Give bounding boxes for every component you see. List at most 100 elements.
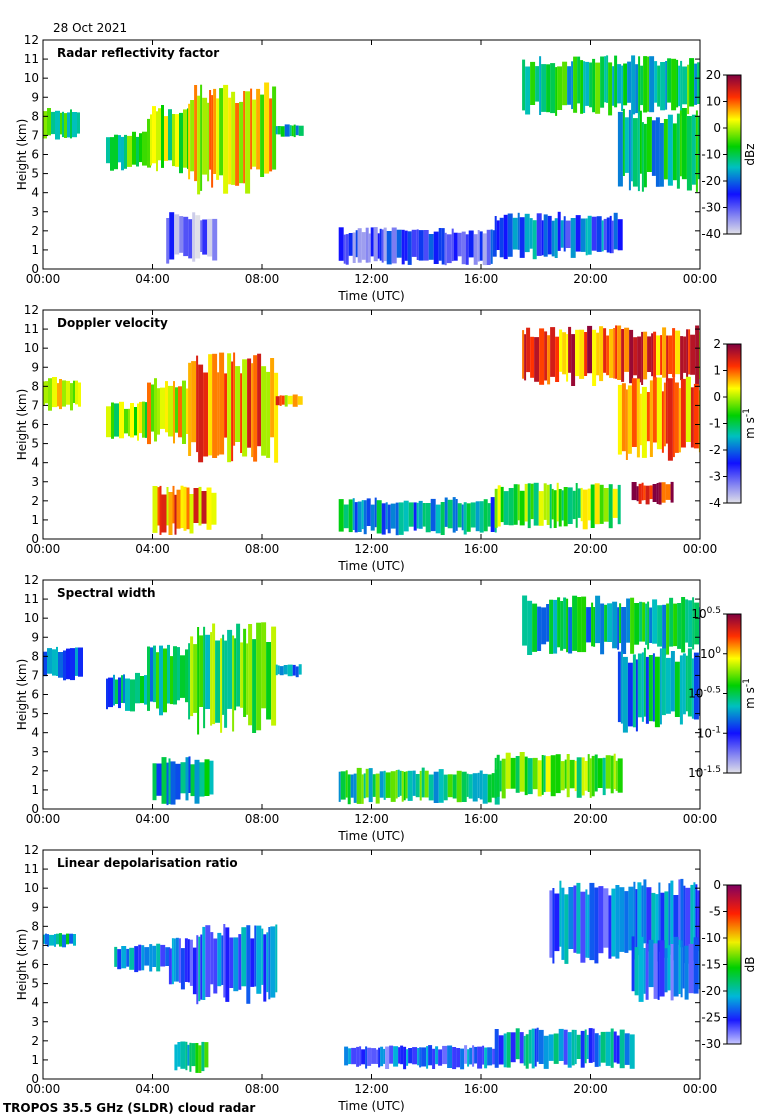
- data-cell: [643, 56, 648, 113]
- data-cell: [113, 674, 115, 706]
- data-cell: [536, 1027, 539, 1062]
- data-cell: [575, 215, 581, 252]
- data-cell: [617, 111, 623, 187]
- data-cell: [224, 640, 228, 728]
- data-cell: [479, 770, 483, 800]
- y-tick-label: 0: [31, 532, 39, 546]
- data-cell: [673, 603, 678, 647]
- data-cell: [291, 125, 294, 137]
- data-cell: [641, 885, 644, 946]
- data-cell: [492, 1048, 498, 1065]
- data-cell: [464, 1045, 468, 1064]
- data-cell: [617, 64, 622, 104]
- data-cell: [396, 229, 402, 258]
- data-cell: [281, 395, 285, 405]
- data-cell: [523, 1035, 526, 1066]
- data-cell: [114, 946, 118, 967]
- data-cell: [652, 653, 655, 722]
- data-cell: [619, 603, 622, 644]
- data-cell: [245, 91, 251, 194]
- panel-title: Spectral width: [57, 586, 156, 600]
- data-cell: [579, 329, 585, 379]
- x-tick-label: 00:00: [26, 542, 61, 556]
- data-cell: [292, 394, 298, 407]
- data-cell: [496, 220, 500, 250]
- data-cell: [106, 406, 111, 438]
- data-cell: [287, 395, 293, 405]
- data-cell: [398, 502, 404, 535]
- data-cell: [577, 488, 581, 518]
- data-cell: [686, 329, 689, 379]
- data-cell: [695, 325, 700, 386]
- data-cell: [403, 500, 409, 532]
- data-cell: [232, 635, 235, 732]
- data-cell: [163, 648, 167, 713]
- y-tick-label: 11: [24, 862, 39, 876]
- data-cell: [591, 216, 597, 251]
- x-tick-label: 12:00: [354, 542, 389, 556]
- data-cell: [211, 492, 217, 525]
- data-cell: [564, 894, 569, 964]
- data-cell: [664, 948, 668, 993]
- data-cell: [616, 1035, 620, 1064]
- data-cell: [418, 230, 424, 261]
- data-cell: [653, 943, 658, 999]
- data-cell: [560, 761, 565, 791]
- data-cell: [47, 108, 51, 136]
- data-cell: [585, 218, 588, 256]
- y-tick-label: 3: [31, 745, 39, 759]
- data-cell: [628, 886, 634, 951]
- data-cell: [555, 67, 558, 116]
- data-cell: [156, 111, 158, 172]
- data-cell: [550, 327, 556, 377]
- data-cell: [378, 1047, 381, 1068]
- data-cell: [194, 85, 198, 182]
- data-cell: [180, 485, 184, 529]
- data-cell: [467, 1049, 470, 1067]
- data-cell: [468, 230, 474, 258]
- data-cell: [576, 1034, 581, 1059]
- data-cell: [567, 1032, 572, 1068]
- data-cell: [212, 353, 218, 458]
- y-tick-label: 9: [31, 360, 39, 374]
- data-cell: [496, 754, 500, 797]
- data-cell: [530, 483, 534, 520]
- data-cell: [612, 488, 618, 518]
- data-cell: [367, 1047, 372, 1066]
- data-cell: [482, 1045, 485, 1065]
- data-cell: [637, 653, 642, 718]
- colorbar-tick-label: -1: [709, 417, 721, 431]
- data-cell: [576, 882, 581, 954]
- y-tick-label: 2: [31, 1034, 39, 1048]
- data-cell: [202, 97, 208, 175]
- data-cell: [636, 378, 640, 458]
- data-cell: [546, 484, 550, 525]
- data-cell: [508, 488, 514, 526]
- data-cell: [554, 893, 560, 952]
- data-cell: [248, 624, 253, 726]
- data-cell: [690, 387, 694, 448]
- data-cell: [567, 66, 572, 105]
- data-cell: [407, 231, 412, 265]
- data-cell: [260, 94, 265, 177]
- data-cell: [568, 326, 572, 373]
- data-cell: [166, 218, 170, 264]
- y-tick-label: 5: [31, 437, 39, 451]
- data-cell: [661, 648, 666, 716]
- data-cell: [617, 758, 623, 793]
- data-cell: [422, 503, 426, 527]
- data-cell: [538, 1029, 544, 1064]
- data-cell: [639, 393, 642, 446]
- data-cell: [124, 134, 127, 169]
- data-cell: [69, 933, 73, 944]
- data-cell: [175, 937, 179, 982]
- data-cell: [154, 378, 157, 442]
- colorbar-tick-label: -30: [701, 201, 721, 215]
- data-cell: [195, 1043, 199, 1073]
- data-cell: [208, 354, 213, 456]
- data-cell: [147, 646, 150, 711]
- data-cell: [633, 337, 638, 376]
- data-cell: [677, 603, 682, 649]
- data-cell: [266, 642, 272, 720]
